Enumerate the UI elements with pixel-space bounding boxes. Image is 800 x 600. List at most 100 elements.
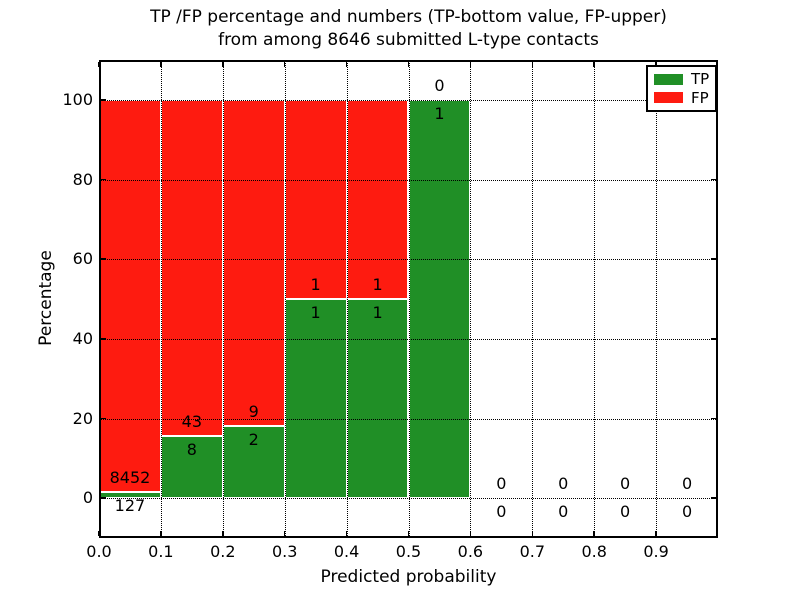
- y-tick-mark: [711, 497, 716, 499]
- x-gridline: [160, 60, 162, 538]
- y-tick-mark: [711, 417, 716, 420]
- bar-label-fp-count: 0: [434, 75, 445, 95]
- x-tick-mark: [345, 531, 348, 536]
- x-tick-mark: [222, 531, 224, 536]
- chart-title-line1: TP /FP percentage and numbers (TP-bottom…: [150, 7, 667, 27]
- bar-segment-fp: [284, 99, 347, 299]
- bar-label-tp-count: 1: [372, 303, 383, 322]
- y-tick-mark: [101, 258, 106, 260]
- y-tick-mark: [101, 338, 106, 340]
- y-axis-label: Percentage: [36, 250, 56, 346]
- x-tick-mark: [469, 62, 472, 67]
- y-tick-label: 20: [72, 408, 93, 428]
- x-tick-mark: [98, 62, 100, 67]
- x-tick-mark: [407, 62, 410, 67]
- x-tick-label: 0.8: [581, 542, 607, 561]
- x-tick-label: 0.6: [457, 542, 484, 561]
- bar-segment-tp: [160, 435, 223, 499]
- bar-label-fp-count: 8452: [109, 468, 151, 488]
- bar-segment-tp: [408, 99, 471, 499]
- bar-segment-fp: [99, 99, 161, 493]
- x-gridline: [470, 60, 472, 538]
- y-tick-mark: [101, 178, 106, 181]
- x-tick-mark: [407, 531, 410, 536]
- plot-area: 8452 127 43 8 9 2 1 1 1 1 0 1 0 0 0 0 0 0 0 0: [98, 60, 718, 538]
- y-tick-mark: [101, 497, 106, 499]
- x-tick-mark: [283, 62, 286, 67]
- x-gridline: [656, 60, 658, 538]
- x-gridline: [532, 60, 534, 538]
- bar-label-tp-count: 1: [310, 303, 321, 322]
- chart-title: TP /FP percentage and numbers (TP-bottom…: [99, 6, 718, 52]
- x-tick-mark: [222, 62, 224, 67]
- x-tick-mark: [531, 531, 534, 536]
- x-gridline: [346, 60, 348, 538]
- x-gridline: [594, 60, 596, 538]
- x-tick-mark: [531, 62, 534, 67]
- bar-label-fp-count: 1: [372, 275, 383, 294]
- x-tick-label: 0.0: [86, 542, 112, 561]
- y-tick-mark: [101, 99, 106, 101]
- bar-label-tp-count: 1: [434, 103, 445, 123]
- x-tick-label: 0.3: [271, 542, 298, 561]
- bar-label-tp-count: 2: [248, 429, 259, 449]
- bar-segment-tp: [346, 299, 409, 499]
- bar-segment-fp: [160, 99, 223, 436]
- y-tick-label: 80: [72, 169, 93, 189]
- y-tick-label: 0: [82, 488, 93, 508]
- bar-segment-fp: [346, 99, 409, 299]
- x-tick-label: 0.9: [643, 542, 669, 561]
- bar-label-fp-count: 0: [558, 474, 569, 494]
- bar-label-fp-count: 0: [681, 474, 693, 494]
- x-tick-mark: [160, 531, 162, 536]
- y-tick-mark: [711, 178, 716, 181]
- legend-label-fp: FP: [691, 88, 709, 107]
- x-tick-label: 0.2: [210, 542, 236, 561]
- bar-label-fp-count: 1: [310, 275, 321, 294]
- bar-label-tp-count: 0: [496, 502, 507, 522]
- y-tick-mark: [101, 417, 106, 420]
- x-tick-mark: [98, 531, 100, 536]
- bar-label-fp-count: 43: [181, 411, 203, 431]
- x-tick-mark: [655, 62, 657, 67]
- x-axis-label: Predicted probability: [320, 567, 497, 587]
- x-tick-mark: [283, 531, 286, 536]
- y-tick-mark: [711, 258, 716, 260]
- tp-color-swatch: [654, 73, 683, 85]
- x-tick-mark: [469, 531, 472, 536]
- x-gridline: [408, 60, 410, 538]
- x-tick-label: 0.1: [148, 542, 174, 561]
- y-tick-label: 100: [62, 89, 93, 109]
- chart-title-line2: from among 8646 submitted L-type contact…: [218, 30, 599, 50]
- bar-segment-tp: [284, 299, 347, 499]
- bar-label-tp-count: 0: [620, 502, 631, 522]
- x-tick-label: 0.5: [395, 542, 422, 561]
- bar-label-tp-count: 0: [681, 502, 693, 522]
- bar-label-fp-count: 9: [248, 401, 259, 421]
- bar-label-fp-count: 0: [496, 474, 507, 494]
- y-tick-label: 40: [72, 328, 93, 348]
- y-tick-mark: [711, 338, 716, 340]
- x-tick-mark: [655, 531, 657, 536]
- x-tick-mark: [593, 531, 595, 536]
- legend: TP FP: [646, 65, 717, 112]
- bar-segment-tp: [222, 425, 285, 499]
- y-tick-label: 60: [72, 249, 93, 269]
- x-tick-mark: [593, 62, 595, 67]
- x-gridline: [284, 60, 286, 538]
- bar-label-tp-count: 8: [186, 439, 197, 459]
- bar-label-fp-count: 0: [620, 474, 631, 494]
- x-tick-mark: [345, 62, 348, 67]
- bar-label-tp-count: 127: [114, 496, 146, 516]
- bar-segment-fp: [222, 99, 285, 426]
- x-tick-label: 0.4: [333, 542, 360, 561]
- bar-label-tp-count: 0: [558, 502, 569, 522]
- fp-color-swatch: [654, 92, 683, 104]
- legend-item-tp: TP: [654, 71, 709, 87]
- x-gridline: [222, 60, 224, 538]
- x-tick-mark: [160, 62, 162, 67]
- legend-item-fp: FP: [654, 90, 709, 106]
- x-tick-label: 0.7: [519, 542, 546, 561]
- legend-label-tp: TP: [691, 70, 710, 89]
